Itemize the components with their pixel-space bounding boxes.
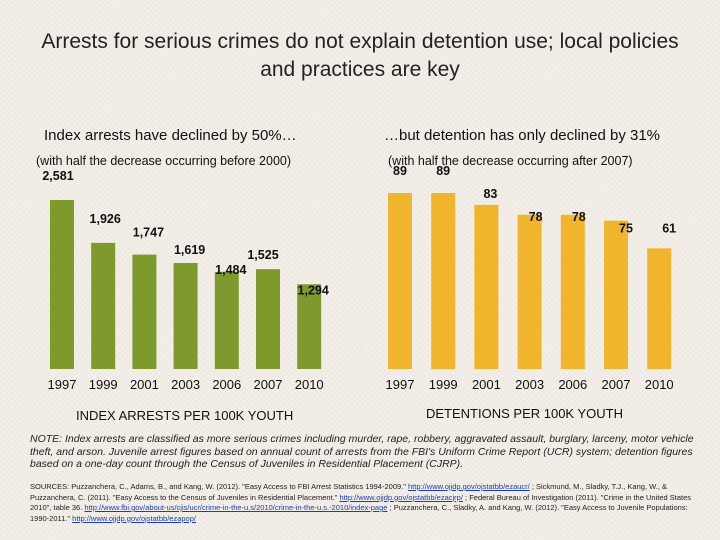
- bar-detentions-2006: [560, 214, 585, 369]
- page-title: Arrests for serious crimes do not explai…: [41, 30, 679, 81]
- data-label-arrests-1997: 2,581: [42, 169, 73, 183]
- bar-arrests-1997: [50, 200, 74, 369]
- bar-detentions-2003: [517, 214, 542, 369]
- bar-detentions-2007: [604, 220, 628, 369]
- source-link-3[interactable]: http://www.fbi.gov/about-us/cjis/ucr/cri…: [84, 503, 388, 512]
- data-label-arrests-2006: 1,484: [215, 263, 246, 277]
- tick-label-detentions-2006: 2006: [558, 377, 587, 392]
- source-link-2[interactable]: http://www.ojjdp.gov/ojstatbb/ezacjrp/: [339, 492, 463, 502]
- tick-label-detentions-2003: 2003: [515, 377, 544, 392]
- source-text-3: ; Federal Bureau of Investigation (2011)…: [30, 492, 692, 513]
- source-text-2: ; Sickmund, M., Sladky, T.J., Kang, W., …: [30, 482, 668, 502]
- detentions-chart: 89 1997 89 1999 83 2001 78 2003 78 2006 75 2007 61 20…: [386, 164, 677, 392]
- left-axis-caption: INDEX ARRESTS PER 100K YOUTH: [76, 408, 294, 423]
- tick-label-detentions-2001: 2001: [472, 377, 501, 392]
- data-label-detentions-1999: 89: [436, 164, 450, 178]
- data-label-detentions-2003: 78: [529, 210, 543, 224]
- tick-label-detentions-2010: 2010: [645, 377, 674, 392]
- source-link-1[interactable]: http://www.ojjdp.gov/ojstatbb/ezaucr/: [408, 482, 530, 491]
- tick-label-arrests-2003: 2003: [171, 377, 200, 392]
- data-label-detentions-1997: 89: [393, 164, 407, 178]
- data-label-detentions-2001: 83: [483, 187, 497, 201]
- data-label-detentions-2006: 78: [572, 210, 586, 224]
- tick-label-detentions-1999: 1999: [429, 377, 458, 392]
- footnote: NOTE: Index arrests are classified as mo…: [30, 433, 694, 470]
- tick-label-arrests-1999: 1999: [89, 377, 118, 392]
- tick-label-detentions-2007: 2007: [602, 377, 631, 392]
- tick-label-arrests-2007: 2007: [254, 377, 283, 392]
- right-panel-heading: …but detention has only declined by 31%: [384, 127, 661, 144]
- source-text-4: ; Puzzanchera, C., Sladky, A. and Kang, …: [30, 503, 688, 523]
- tick-label-arrests-2010: 2010: [295, 377, 324, 392]
- tick-label-arrests-1997: 1997: [48, 377, 77, 392]
- data-label-arrests-2003: 1,619: [174, 243, 205, 257]
- left-panel-subheading: (with half the decrease occurring before…: [36, 154, 292, 168]
- data-label-arrests-2010: 1,294: [298, 283, 329, 297]
- bar-arrests-2006: [214, 271, 239, 369]
- data-label-arrests-2007: 1,525: [247, 248, 278, 262]
- data-label-arrests-1999: 1,926: [90, 212, 121, 226]
- bar-arrests-2001: [132, 254, 157, 369]
- tick-label-detentions-1997: 1997: [386, 377, 415, 392]
- bar-detentions-2010: [647, 248, 672, 369]
- bar-detentions-2001: [474, 204, 499, 369]
- source-link-4[interactable]: http://www.ojjdp.gov/ojstatbb/ezapop/: [72, 513, 196, 523]
- bar-arrests-2010: [297, 284, 322, 369]
- bar-detentions-1999: [431, 193, 456, 369]
- bar-arrests-1999: [91, 242, 116, 369]
- data-label-arrests-2001: 1,747: [133, 226, 164, 240]
- left-panel-heading: Index arrests have declined by 50%…: [44, 127, 297, 144]
- bar-detentions-1997: [388, 193, 412, 369]
- right-panel-subheading: (with half the decrease occurring after …: [388, 154, 633, 168]
- tick-label-arrests-2006: 2006: [212, 377, 241, 392]
- source-text-1: SOURCES: Puzzanchera, C., Adams, B., and…: [30, 482, 406, 491]
- arrests-chart: 2,581 1997 1,926 1999 1,747 2001 1,619 2003 1,48…: [42, 169, 329, 392]
- bar-arrests-2007: [256, 269, 280, 369]
- tick-label-arrests-2001: 2001: [130, 377, 159, 392]
- bar-arrests-2003: [173, 262, 198, 369]
- data-label-detentions-2007: 75: [619, 222, 633, 236]
- right-axis-caption: DETENTIONS PER 100K YOUTH: [426, 406, 623, 421]
- data-label-detentions-2010: 61: [662, 221, 676, 235]
- sources-block: SOURCES: Puzzanchera, C., Adams, B., and…: [30, 482, 700, 524]
